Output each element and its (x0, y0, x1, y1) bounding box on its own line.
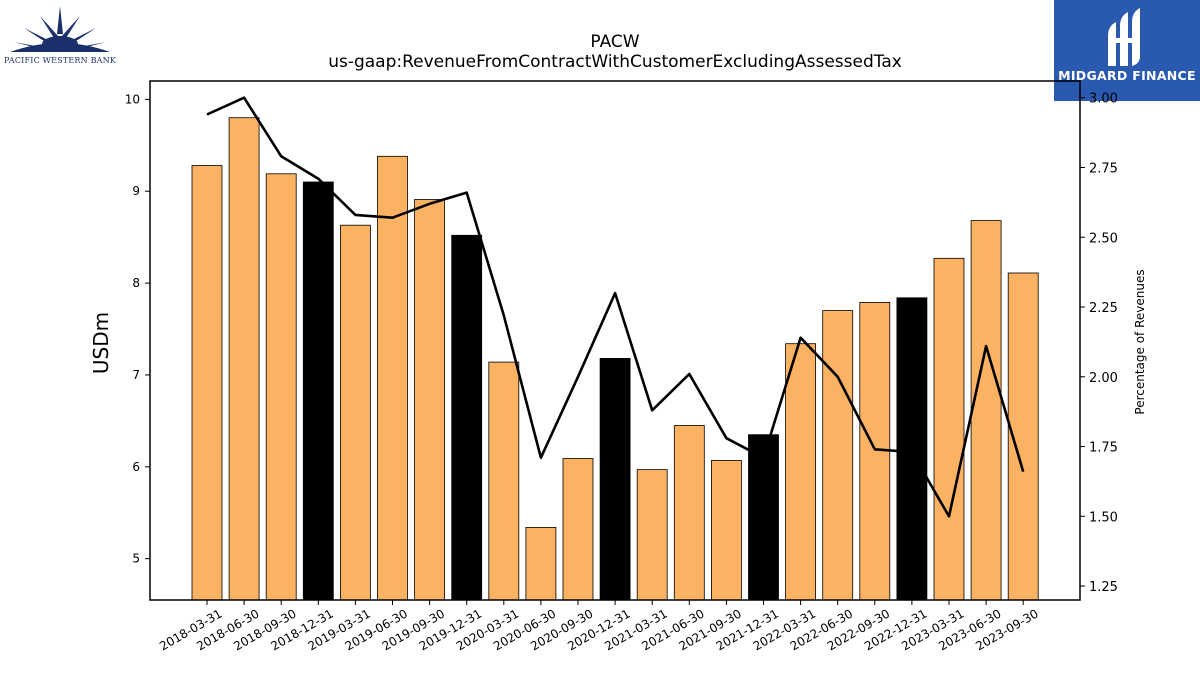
bar-2018-12-31 (302, 181, 334, 601)
left-tick-label-10: 10 (125, 92, 140, 106)
bar-series (191, 117, 1039, 601)
left-tick-label-9: 9 (132, 184, 140, 198)
bar-2021-06-30 (673, 425, 705, 601)
right-tick-label-3: 3.00 (1089, 92, 1118, 107)
bar-2022-03-31 (785, 343, 816, 601)
pacific-western-bank-logo: PACIFIC WESTERN BANK (0, 4, 120, 66)
bar-2019-03-31 (339, 224, 371, 601)
pwb-logo-text: PACIFIC WESTERN BANK (4, 56, 116, 65)
chart-title: PACW (590, 32, 640, 52)
bar-2023-06-30 (970, 220, 1002, 601)
bar-2022-12-31 (896, 297, 928, 601)
pwb-sun-icon (10, 6, 110, 52)
x-axis: 2018-03-312018-06-302018-09-302018-12-31… (157, 600, 1041, 653)
bar-2019-06-30 (377, 155, 408, 601)
bar-2021-09-30 (711, 459, 742, 601)
right-tick-label-2: 2.00 (1089, 371, 1118, 386)
right-tick-label-2.75: 2.75 (1089, 162, 1118, 177)
y2-axis-label: Percentage of Revenues (1133, 269, 1147, 414)
bar-2021-03-31 (636, 469, 668, 601)
right-tick-label-2.25: 2.25 (1089, 301, 1118, 316)
right-y-axis: 1.25 1.50 1.75 2.00 2.25 2.50 2.75 3.00 (1080, 92, 1118, 595)
bar-2020-09-30 (562, 458, 594, 601)
bar-2018-03-31 (191, 165, 223, 601)
left-y-axis: 5 6 7 8 9 10 (125, 92, 150, 566)
left-tick-label-8: 8 (132, 276, 140, 290)
midgard-finance-logo: MIDGARD FINANCE (1054, 0, 1200, 101)
percentage-line-series (206, 96, 1025, 518)
left-tick-label-6: 6 (132, 460, 140, 474)
bar-2018-09-30 (265, 173, 297, 601)
chart-subtitle: us-gaap:RevenueFromContractWithCustomerE… (328, 52, 902, 72)
midgard-logo-text: MIDGARD FINANCE (1058, 68, 1196, 83)
right-tick-label-1.75: 1.75 (1089, 441, 1118, 456)
bar-2022-06-30 (822, 310, 854, 601)
right-tick-label-1.25: 1.25 (1089, 580, 1118, 595)
bar-2021-12-31 (748, 434, 779, 601)
bar-2020-12-31 (599, 357, 631, 601)
left-tick-label-7: 7 (132, 368, 140, 382)
midgard-mark-icon (1108, 8, 1140, 66)
bar-2018-06-30 (228, 117, 260, 601)
bar-2023-03-31 (933, 257, 965, 601)
right-tick-label-2.5: 2.50 (1089, 231, 1118, 246)
bar-2020-06-30 (525, 527, 557, 601)
right-tick-label-1.5: 1.50 (1089, 510, 1118, 525)
bar-2019-09-30 (414, 199, 446, 601)
bar-2019-12-31 (451, 234, 483, 601)
bar-2020-03-31 (488, 361, 520, 601)
left-tick-label-5: 5 (132, 552, 140, 566)
y-axis-label: USDm (89, 312, 113, 374)
